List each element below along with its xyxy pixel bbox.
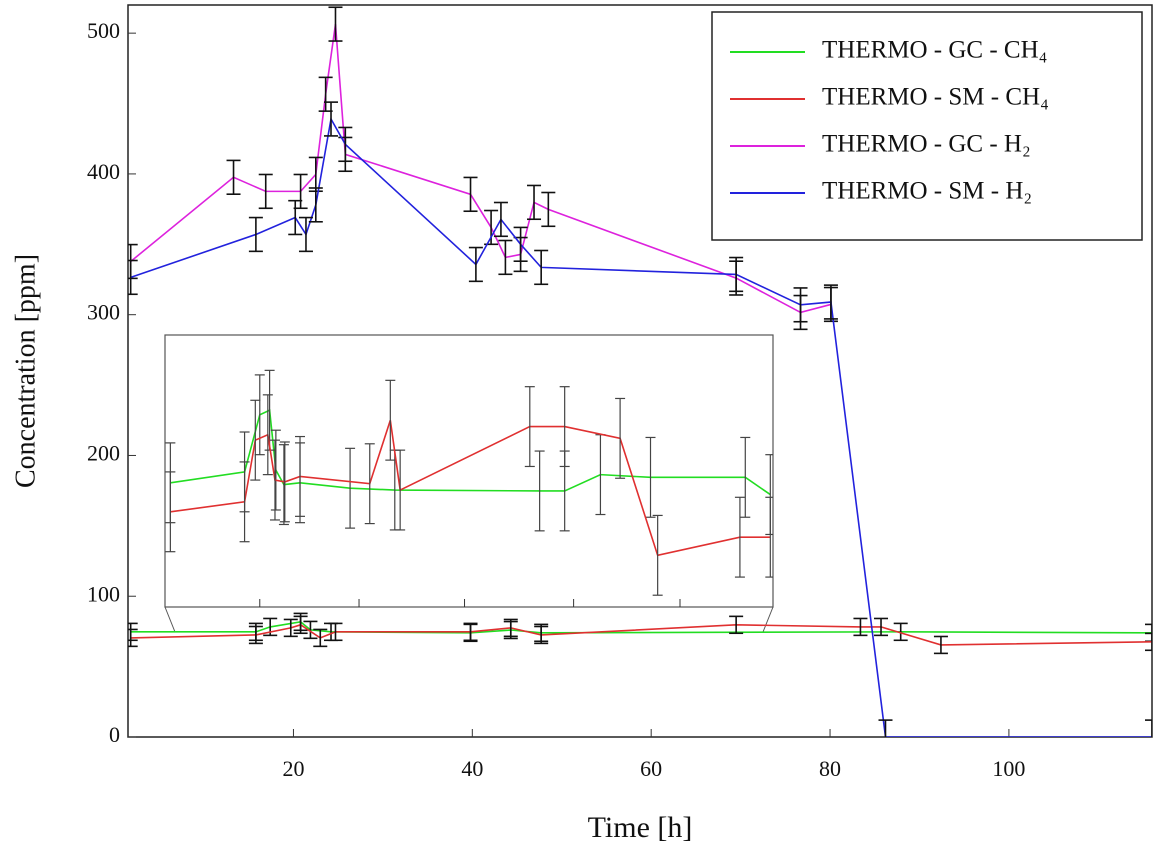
error-bar [248,625,263,645]
error-bar [250,399,261,481]
y-tick-label: 300 [87,300,120,325]
error-bar [254,374,265,456]
series [128,101,1152,737]
error-bar [740,436,751,518]
error-bar [498,239,513,276]
x-tick-label: 20 [282,756,304,781]
series [165,369,773,536]
error-bar [226,159,241,195]
x-tick-label: 100 [992,756,1025,781]
error-bar [765,496,773,578]
error-bar [933,635,948,655]
x-tick-label: 40 [461,756,483,781]
error-bar [298,216,313,253]
error-bar [652,514,663,596]
error-bar [559,386,570,468]
error-bar [874,617,889,637]
error-bar [328,6,343,42]
error-bar [239,461,250,543]
error-bar [128,628,138,648]
error-bar [541,191,556,228]
error-bar [468,246,483,283]
zoom-line [164,606,176,633]
error-bar [527,184,542,221]
error-bar [534,625,549,645]
error-bar [258,173,273,210]
error-bar [1145,632,1152,652]
error-bar [308,187,323,223]
error-bar [313,628,328,648]
error-bar [128,259,138,296]
error-bar [729,256,744,293]
line [130,623,1152,646]
y-tick-label: 200 [87,441,120,466]
error-bar [1145,719,1152,737]
error-bar [493,201,508,238]
error-bar [303,620,318,640]
error-bar [503,618,518,638]
error-bar [295,435,306,517]
error-bar [534,249,549,286]
error-bar [165,471,176,553]
error-bar [463,176,478,213]
error-bar [729,615,744,635]
y-tick-label: 0 [109,722,120,747]
line [130,621,1152,634]
error-bar [248,216,263,253]
error-bar [328,622,343,642]
error-bar [534,450,545,532]
error-bar [793,287,808,323]
error-bar [345,447,356,529]
error-bar [524,386,535,468]
error-bar [269,439,280,521]
error-bar [734,496,745,578]
error-bar [293,615,308,635]
error-bar [645,436,656,518]
error-bar [615,397,626,479]
inset-frame [164,334,774,608]
error-bar [288,199,303,236]
y-axis-title: Concentration [ppm] [10,254,41,488]
error-bar [283,618,298,638]
y-tick-label: 400 [87,159,120,184]
series [128,612,1152,643]
legend-label: THERMO - SM - CH₄ [822,84,1049,111]
error-bar [324,101,339,137]
y-tick-label: 500 [87,18,120,43]
error-bar [395,449,406,531]
line [130,116,1152,737]
error-bar [893,622,908,642]
y-tick-label: 100 [87,581,120,606]
error-bar [279,441,290,523]
error-bar [270,429,281,511]
legend-label: THERMO - SM - H₂ [822,178,1032,205]
x-tick-label: 60 [640,756,662,781]
error-bar [278,444,289,526]
x-tick-label: 80 [819,756,841,781]
legend-box [711,11,1143,241]
legend-label: THERMO - GC - CH₄ [822,37,1047,64]
error-bar [364,443,375,525]
series [128,615,1152,655]
error-bar [823,284,838,320]
error-bar [262,394,273,476]
legend-label: THERMO - GC - H₂ [822,131,1031,158]
series [165,379,773,596]
error-bar [513,226,528,263]
error-bar [463,622,478,642]
line [170,419,771,557]
x-axis-title: Time [h] [588,811,693,844]
error-bar [878,719,893,737]
error-bar [385,379,396,461]
plot-frame [127,4,1153,738]
error-bar [338,126,353,163]
zoom-line [762,606,774,633]
error-bar [853,617,868,637]
